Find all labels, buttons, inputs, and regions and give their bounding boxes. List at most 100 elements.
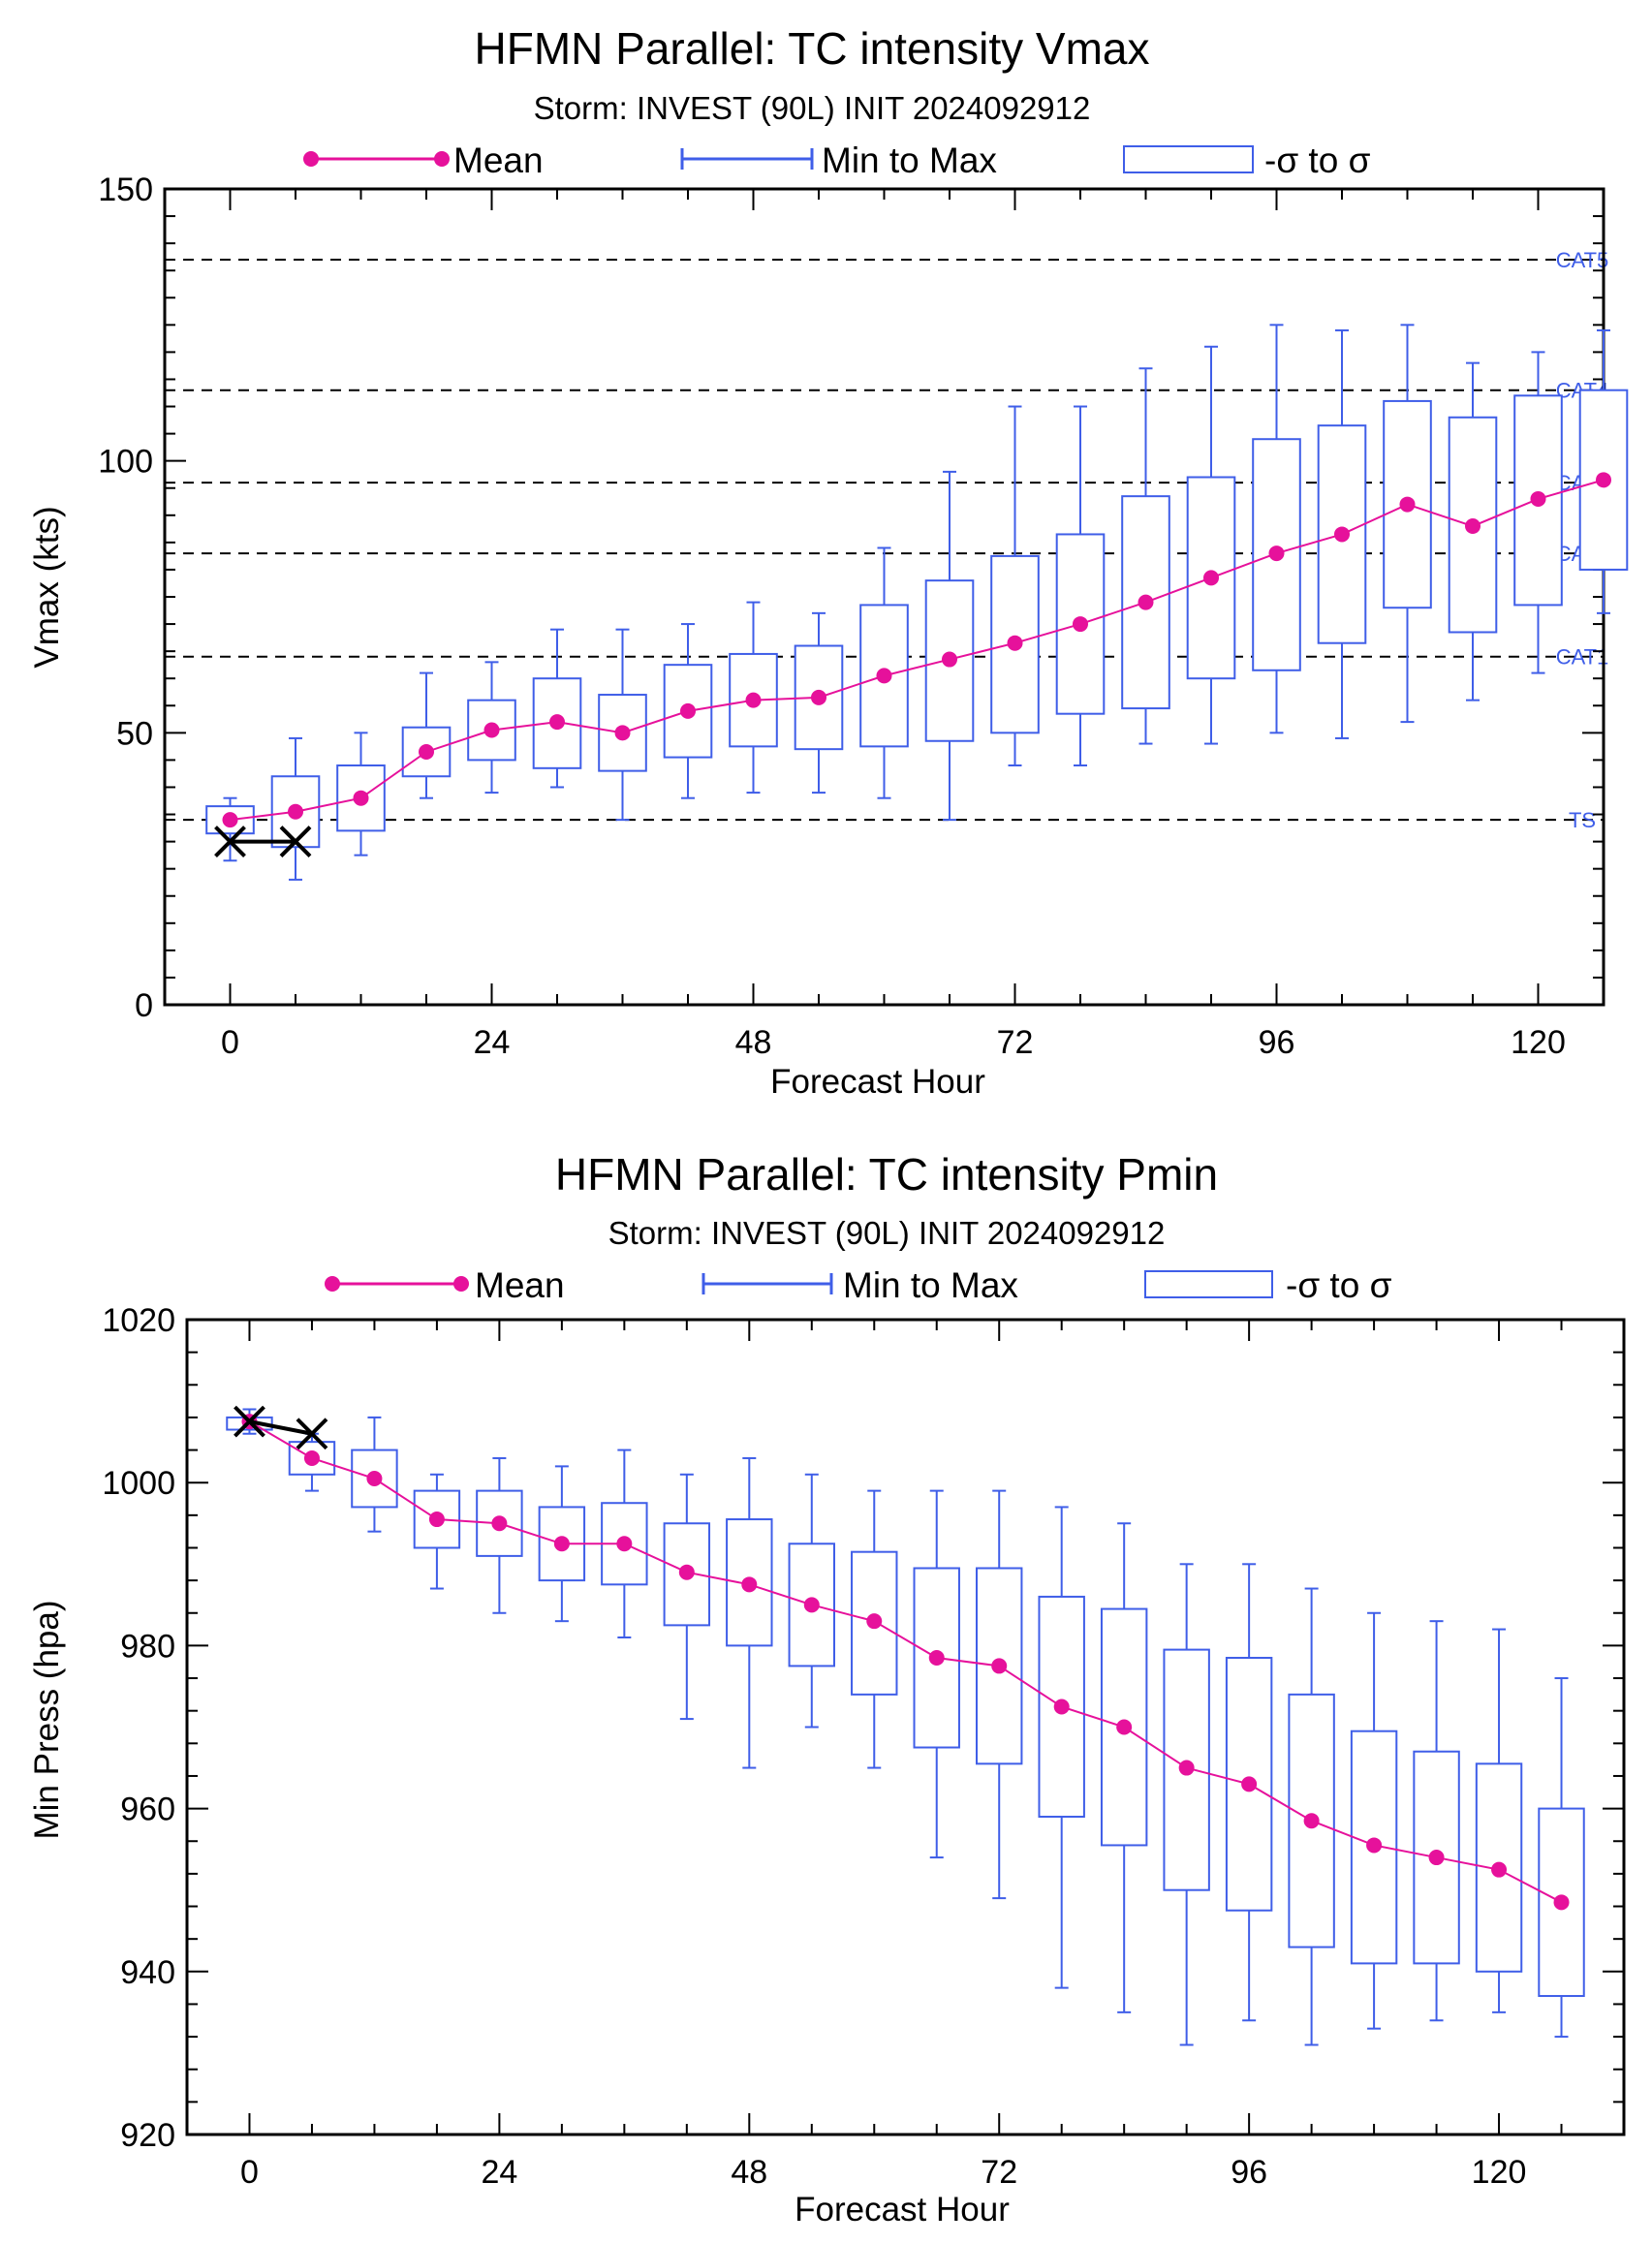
vmax-y-tick-label: 100 (98, 444, 153, 481)
pmin-mean-point (366, 1470, 383, 1486)
pmin-mean-point (991, 1658, 1008, 1674)
vmax-chart-title: HFMN Parallel: TC intensity Vmax (475, 23, 1150, 74)
vmax-mean-point (1268, 545, 1285, 562)
vmax-x-tick-label: 0 (221, 1024, 239, 1061)
pmin-observed-marker (234, 1405, 265, 1438)
pmin-plot-area: 920 940 960 980 1000 1020 0 24 48 72 96 120 (102, 1302, 1626, 2191)
legend-mean-marker-start (303, 151, 319, 167)
pmin-x-tick-label: 0 (240, 2154, 259, 2191)
vmax-mean-point (1203, 570, 1219, 586)
pmin-mean-point (866, 1613, 883, 1630)
vmax-threshold-label-cat1: CAT1 (1556, 645, 1609, 670)
vmax-threshold-label-cat5: CAT5 (1556, 248, 1609, 272)
legend-range-label: Min to Max (822, 140, 997, 180)
vmax-sigma-box (270, 775, 321, 849)
pmin-observed-line (249, 1419, 313, 1436)
pmin-mean-point (1491, 1861, 1508, 1878)
vmax-mean-point (222, 812, 238, 828)
pmin-legend: Mean Min to Max -σ to σ (325, 1265, 1392, 1305)
vmax-mean-point (745, 692, 762, 708)
legend-sigma-label: -σ to σ (1264, 140, 1371, 180)
pmin-panel: HFMN Parallel: TC intensity Pmin Storm: … (28, 1149, 1626, 2228)
pmin-sigma-box (476, 1489, 523, 1557)
vmax-sigma-box (598, 694, 647, 772)
vmax-legend: Mean Min to Max -σ to σ (303, 140, 1371, 180)
pmin-mean-point (1366, 1837, 1383, 1854)
legend-mean-marker-start (325, 1276, 340, 1292)
vmax-x-tick-label: 48 (735, 1024, 772, 1061)
pmin-y-tick-label: 920 (120, 2117, 175, 2154)
pmin-mean-point (1428, 1850, 1445, 1866)
legend-mean-label: Mean (475, 1265, 565, 1305)
pmin-x-tick-label: 120 (1472, 2154, 1527, 2191)
pmin-x-tick-label: 24 (481, 2154, 517, 2191)
vmax-mean-point (1596, 472, 1611, 488)
vmax-mean-point (811, 689, 826, 705)
pmin-x-tick-label: 72 (981, 2154, 1017, 2191)
vmax-x-tick-label: 72 (997, 1024, 1034, 1061)
vmax-mean-point (1138, 594, 1154, 610)
vmax-plot-area: TSCAT1CAT2CAT3CAT4CAT5050100150024487296… (98, 171, 1629, 1061)
vmax-panel: HFMN Parallel: TC intensity Vmax Storm: … (28, 23, 1629, 1101)
pmin-x-tick-label: 48 (731, 2154, 767, 2191)
pmin-mean-point (1241, 1776, 1258, 1792)
vmax-mean-point (419, 743, 434, 760)
pmin-x-axis-label: Forecast Hour (795, 2191, 1010, 2228)
pmin-mean-point (616, 1536, 633, 1552)
pmin-mean-point (678, 1564, 695, 1580)
vmax-observed-marker (279, 826, 312, 858)
vmax-mean-point (1399, 496, 1416, 513)
vmax-sigma-box (924, 579, 975, 742)
vmax-mean-point (680, 702, 696, 719)
pmin-y-axis-label: Min Press (hpa) (28, 1600, 66, 1839)
vmax-mean-point (876, 668, 892, 684)
pmin-mean-point (1303, 1813, 1320, 1829)
pmin-mean-point (741, 1576, 758, 1593)
pmin-x-tick-label: 96 (1231, 2154, 1267, 2191)
vmax-y-tick-label: 0 (135, 987, 153, 1024)
legend-sigma-swatch (1144, 1270, 1273, 1298)
pmin-y-tick-label: 960 (120, 1792, 175, 1828)
legend-range-swatch (680, 148, 814, 170)
vmax-mean-point (1465, 518, 1481, 535)
pmin-mean-point (553, 1536, 570, 1552)
pmin-y-tick-label: 1000 (102, 1465, 175, 1502)
vmax-sigma-box (1252, 438, 1301, 671)
vmax-y-axis-label: Vmax (kts) (28, 506, 66, 668)
vmax-x-axis-label: Forecast Hour (770, 1063, 985, 1101)
vmax-mean-line (230, 479, 1605, 822)
vmax-x-tick-label: 96 (1259, 1024, 1295, 1061)
pmin-chart-subtitle: Storm: INVEST (90L) INIT 2024092912 (608, 1215, 1166, 1251)
pmin-mean-point (928, 1650, 945, 1667)
legend-sigma-swatch (1123, 145, 1254, 173)
pmin-mean-point (1178, 1760, 1195, 1776)
vmax-mean-point (549, 714, 565, 731)
vmax-threshold-label-ts: TS (1569, 808, 1596, 832)
pmin-mean-point (428, 1512, 445, 1528)
legend-mean-marker-end (434, 151, 450, 167)
legend-mean-marker-end (453, 1276, 469, 1292)
pmin-y-tick-label: 1020 (102, 1302, 175, 1339)
pmin-plot-frame (185, 1318, 1626, 2136)
legend-range-label: Min to Max (843, 1265, 1018, 1305)
vmax-y-tick-label: 50 (116, 715, 153, 752)
pmin-mean-point (803, 1597, 820, 1613)
vmax-y-tick-label: 150 (98, 171, 153, 208)
pmin-chart-title: HFMN Parallel: TC intensity Pmin (555, 1149, 1218, 1200)
pmin-observed-marker (296, 1418, 328, 1450)
pmin-y-tick-label: 980 (120, 1628, 175, 1665)
vmax-mean-point (1073, 616, 1088, 633)
vmax-mean-point (1530, 490, 1546, 507)
vmax-x-tick-label: 120 (1511, 1024, 1566, 1061)
vmax-chart-subtitle: Storm: INVEST (90L) INIT 2024092912 (534, 90, 1091, 126)
vmax-sigma-box (336, 764, 386, 832)
vmax-mean-point (614, 725, 631, 741)
pmin-mean-line (248, 1420, 1562, 1904)
legend-range-swatch (701, 1273, 833, 1294)
pmin-mean-point (1553, 1894, 1570, 1911)
legend-mean-label: Mean (453, 140, 544, 180)
vmax-observed-marker (214, 826, 246, 858)
vmax-mean-point (353, 790, 369, 806)
vmax-mean-point (483, 722, 500, 738)
